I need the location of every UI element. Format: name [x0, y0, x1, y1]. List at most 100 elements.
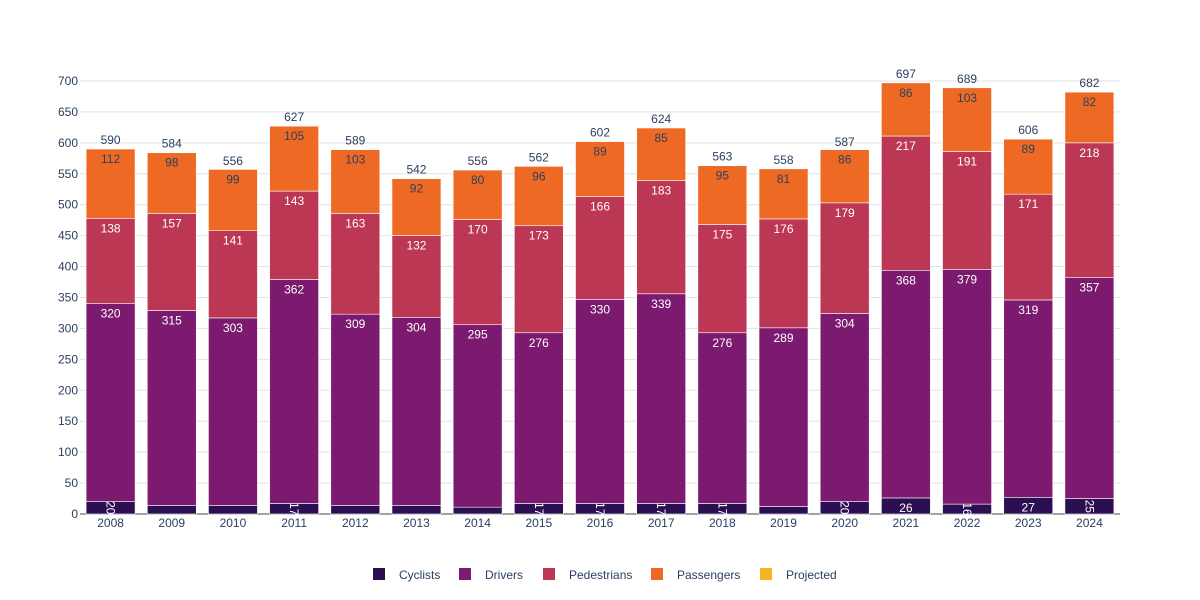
bar-segment-drivers — [269, 279, 319, 504]
bar-value-label: 80 — [471, 173, 485, 187]
x-tick-label: 2016 — [587, 516, 614, 530]
bar-value-label: 89 — [1022, 142, 1036, 156]
bar-value-label: 289 — [774, 331, 794, 345]
bar-value-label: 176 — [774, 222, 794, 236]
y-axis: 0 50 100 150 200 250 300 350 400 450 500 550 600 650 7… — [58, 74, 78, 521]
bar-total-label: 627 — [284, 110, 304, 124]
y-tick-label: 650 — [58, 105, 78, 119]
bar-value-label: 17 — [715, 502, 729, 516]
bar-value-label: 105 — [284, 129, 304, 143]
x-tick-label: 2017 — [648, 516, 675, 530]
legend-item-pedestrians[interactable]: Pedestrians — [543, 568, 632, 582]
bar-value-label: 276 — [529, 336, 549, 350]
bar-value-label: 138 — [101, 221, 121, 235]
legend-item-projected[interactable]: Projected — [760, 568, 837, 582]
bar-value-label: 92 — [410, 182, 424, 196]
bar-total-label: 562 — [529, 150, 549, 164]
bar-value-label: 179 — [835, 206, 855, 220]
legend-swatch — [651, 568, 663, 580]
legend-item-drivers[interactable]: Drivers — [459, 568, 523, 582]
legend-swatch — [373, 568, 385, 580]
bar-segment-cyclists — [330, 505, 381, 515]
bar-value-label: 330 — [590, 302, 610, 316]
bar-total-label: 624 — [651, 112, 671, 126]
bar-value-label: 304 — [406, 320, 426, 334]
bar-total-label: 689 — [957, 72, 977, 86]
bar-segment-pedestrians — [1003, 193, 1054, 301]
legend-swatch — [543, 568, 555, 580]
bar-segment-passengers — [330, 149, 381, 214]
bar-segment-pedestrians — [881, 135, 931, 271]
bar-value-label: 320 — [101, 307, 121, 321]
x-axis: 2008 2009 2010 2011 2012 2013 2014 2015 2016 2017… — [97, 516, 1103, 530]
bar-segment-drivers — [942, 269, 992, 505]
bar-segment-cyclists — [452, 506, 503, 515]
bar-value-label: 132 — [406, 239, 426, 253]
bar-value-label: 86 — [838, 153, 852, 167]
bar-segment-pedestrians — [575, 196, 625, 300]
bar-value-label: 362 — [284, 283, 304, 297]
bar-segment-cyclists — [758, 506, 809, 515]
bar-segment-passengers — [85, 148, 136, 219]
bar-value-label: 315 — [162, 313, 182, 327]
bar-segment-passengers — [819, 149, 870, 204]
bar-segment-passengers — [575, 141, 625, 197]
bar-total-label: 556 — [223, 154, 243, 168]
x-tick-label: 2021 — [893, 516, 920, 530]
bar-segment-passengers — [1064, 91, 1115, 144]
y-tick-label: 300 — [58, 321, 78, 335]
bar-segment-pedestrians — [697, 224, 748, 334]
bar-segment-passengers — [1003, 138, 1054, 195]
bar-segment-drivers — [575, 299, 625, 504]
legend-label: Cyclists — [399, 568, 440, 582]
bar-value-label: 309 — [345, 317, 365, 331]
bar-segment-drivers — [85, 303, 136, 502]
bar-segment-pedestrians — [636, 180, 686, 295]
bar-segment-drivers — [146, 310, 197, 506]
y-tick-label: 500 — [58, 198, 78, 212]
bar-value-label: 295 — [468, 328, 488, 342]
bar-segment-passengers — [391, 178, 442, 236]
y-tick-label: 600 — [58, 136, 78, 150]
bar-value-label: 379 — [957, 273, 977, 287]
bar-total-label: 556 — [468, 154, 488, 168]
bar-value-label: 81 — [777, 172, 791, 186]
y-tick-label: 700 — [58, 74, 78, 88]
bar-value-label: 183 — [651, 184, 671, 198]
bar-segment-drivers — [819, 313, 870, 502]
bar-segment-pedestrians — [208, 230, 258, 319]
bar-segment-drivers — [881, 269, 931, 499]
y-tick-label: 550 — [58, 167, 78, 181]
y-tick-label: 250 — [58, 352, 78, 366]
bar-value-label: 141 — [223, 234, 243, 248]
bar-value-label: 218 — [1079, 146, 1099, 160]
x-tick-label: 2019 — [770, 516, 797, 530]
y-tick-label: 50 — [65, 476, 79, 490]
bar-segment-cyclists — [208, 505, 258, 515]
legend-label: Projected — [786, 568, 837, 582]
bar-segment-cyclists — [391, 505, 442, 515]
legend-item-cyclists[interactable]: Cyclists — [373, 568, 440, 582]
bar-segment-pedestrians — [452, 219, 503, 326]
x-tick-label: 2022 — [954, 516, 981, 530]
bar-segment-pedestrians — [330, 213, 381, 315]
y-tick-label: 450 — [58, 229, 78, 243]
legend-item-passengers[interactable]: Passengers — [651, 568, 740, 582]
bar-segment-pedestrians — [819, 202, 870, 314]
bar-value-label: 217 — [896, 139, 916, 153]
bar-segment-drivers — [1003, 299, 1054, 498]
bar-segment-pedestrians — [758, 218, 809, 329]
bar-value-label: 82 — [1083, 95, 1097, 109]
x-tick-label: 2012 — [342, 516, 369, 530]
x-tick-label: 2009 — [158, 516, 185, 530]
legend-swatch — [760, 568, 772, 580]
bar-value-label: 103 — [345, 153, 365, 167]
bar-segment-passengers — [452, 169, 503, 220]
x-tick-label: 2010 — [220, 516, 247, 530]
bar-value-label: 357 — [1079, 281, 1099, 295]
bar-segment-cyclists — [146, 505, 197, 515]
bar-segment-pedestrians — [269, 190, 319, 280]
bar-value-label: 17 — [593, 502, 607, 516]
bar-value-label: 171 — [1018, 197, 1038, 211]
bar-value-label: 27 — [1022, 500, 1036, 514]
